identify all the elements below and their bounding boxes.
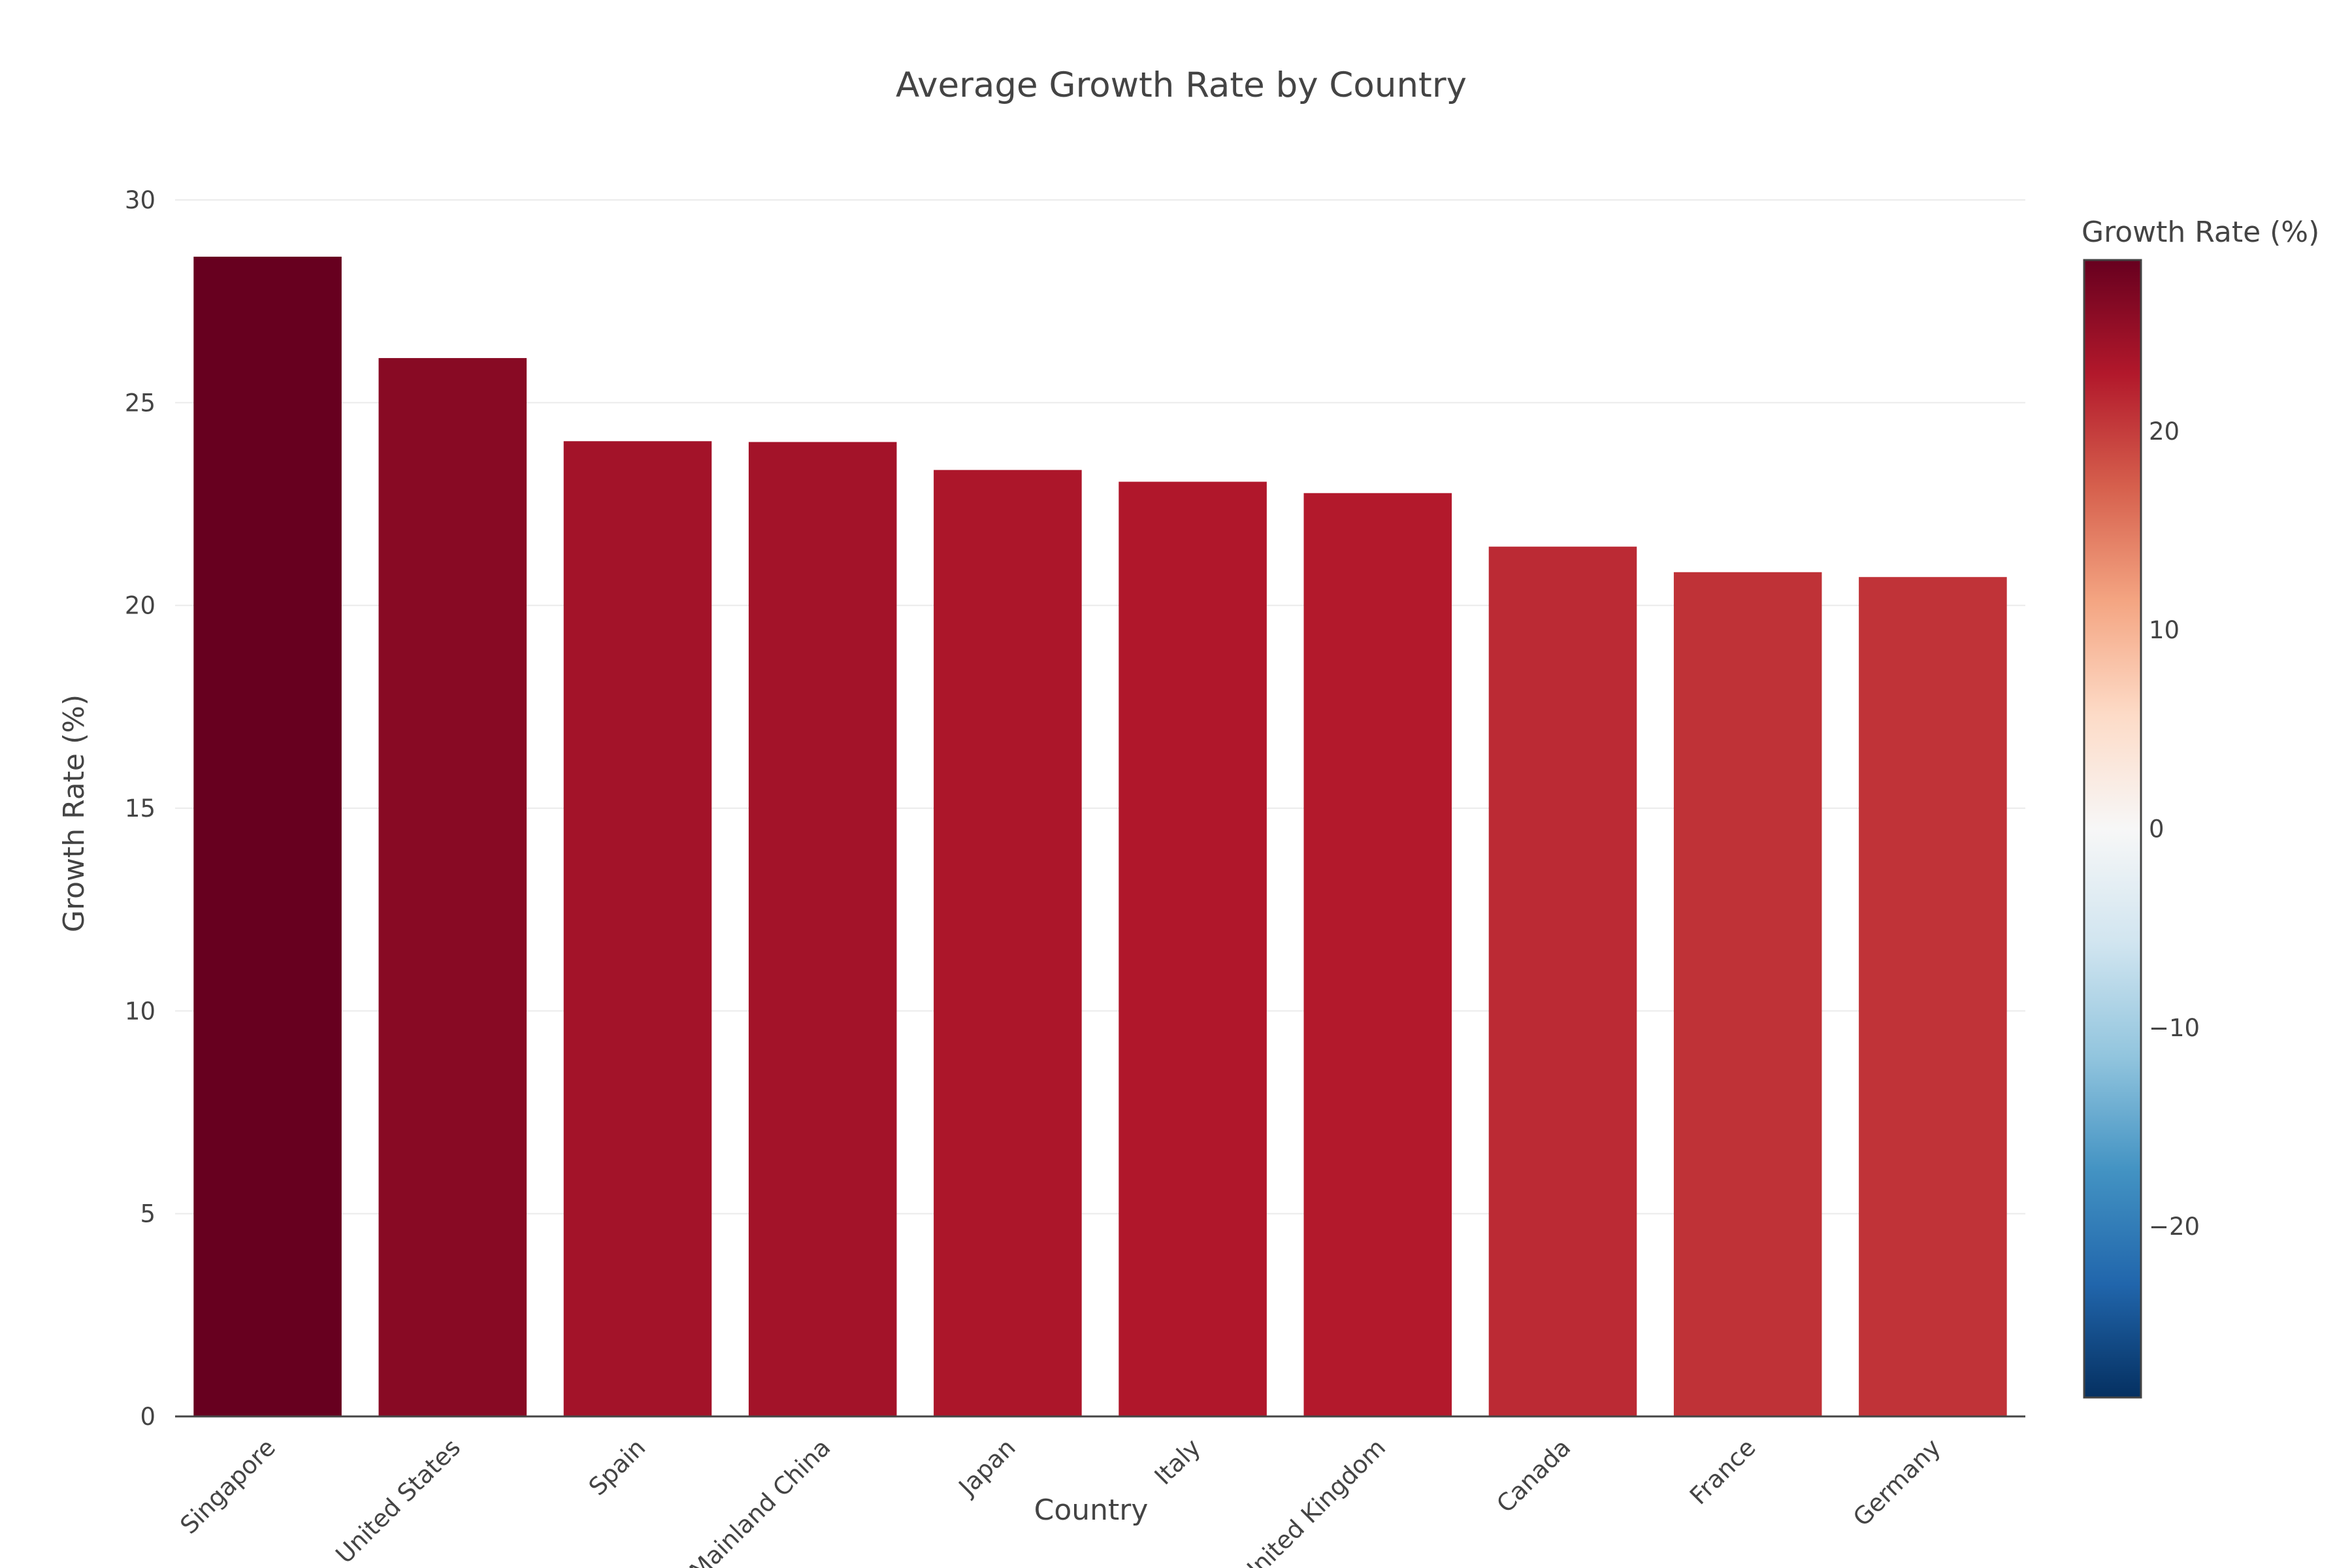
bar[interactable] [1303,493,1452,1417]
bar[interactable] [1119,482,1267,1417]
bar[interactable] [193,256,342,1417]
x-tick-label: Japan [953,1433,1021,1502]
bar[interactable] [1859,577,2007,1416]
x-tick-label: Canada [1491,1433,1576,1518]
x-tick-label: Singapore [175,1433,281,1539]
y-tick-label: 25 [125,389,155,417]
x-axis-title: Country [1034,1494,1149,1527]
bar[interactable] [934,470,1082,1416]
chart-title: Average Growth Rate by Country [896,65,1467,105]
bar[interactable] [748,442,897,1416]
bar[interactable] [563,441,712,1417]
x-tick-label: Spain [583,1433,651,1501]
y-tick-label: 15 [125,794,155,823]
x-tick-label: France [1684,1433,1761,1510]
x-tick-label: United Kingdom [1234,1433,1391,1568]
x-tick-label: Mainland China [684,1433,836,1568]
y-tick-label: 30 [125,186,155,214]
y-tick-label: 5 [140,1200,155,1228]
y-axis-title: Growth Rate (%) [57,694,91,932]
x-tick-label: Germany [1848,1433,1946,1532]
colorbar-tick-label: 20 [2149,417,2180,446]
colorbar-title: Growth Rate (%) [2082,216,2319,249]
y-tick-label: 20 [125,592,155,620]
colorbar-tick-label: −10 [2149,1014,2200,1042]
colorbar: Growth Rate (%) 20 10 0 −10 −20 [2082,216,2319,1399]
colorbar-tick-label: 0 [2149,815,2164,843]
colorbar-tick-label: 10 [2149,616,2180,644]
y-tick-label: 10 [125,997,155,1025]
bar[interactable] [1488,546,1637,1417]
colorbar-ticks: 20 10 0 −10 −20 [2149,417,2200,1241]
colorbar-tick-label: −20 [2149,1213,2200,1241]
colorbar-gradient [2083,259,2142,1399]
x-tick-label: United States [331,1433,466,1568]
bar[interactable] [378,358,527,1416]
bars [193,256,2007,1417]
x-tick-label: Italy [1149,1433,1206,1490]
y-tick-label: 0 [140,1403,155,1431]
bar[interactable] [1673,572,1822,1416]
